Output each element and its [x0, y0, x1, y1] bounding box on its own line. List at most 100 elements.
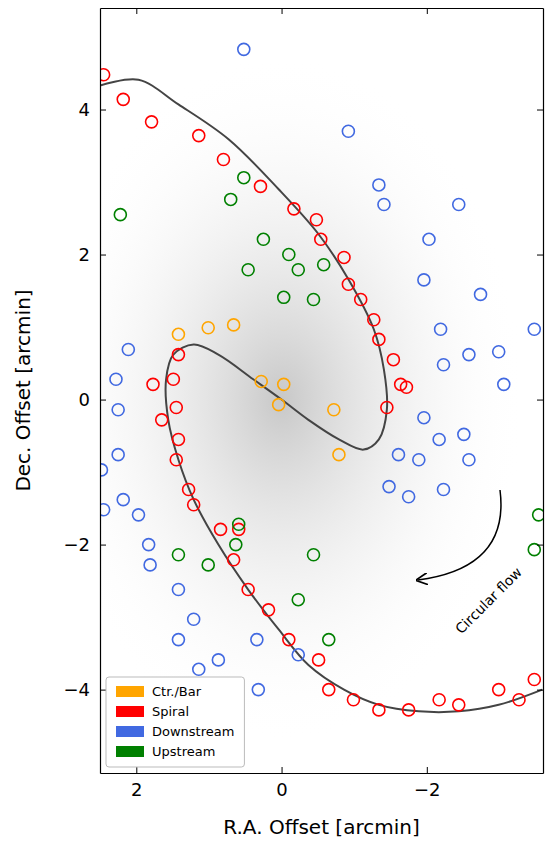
region	[318, 259, 330, 271]
region	[212, 654, 224, 666]
axis-top	[101, 8, 544, 14]
axis-line	[101, 8, 544, 9]
annotation-text: Circular flow	[452, 564, 525, 637]
tick-label: 2	[79, 244, 90, 265]
region	[323, 634, 335, 646]
plot: 20−2−4−2024Circular flowCtr./BarSpiralDo…	[38, 8, 545, 800]
tick-mark	[427, 8, 428, 14]
tick	[537, 690, 543, 691]
y-axis-title: Dec. Offset [arcmin]	[11, 289, 35, 491]
tick-mark	[100, 110, 106, 111]
tick-label: 4	[79, 99, 90, 120]
region	[122, 344, 134, 356]
axis-right	[537, 9, 544, 774]
tick-mark	[100, 400, 106, 401]
region	[233, 518, 245, 530]
region	[144, 559, 156, 571]
region	[147, 378, 159, 390]
tick: −2	[63, 534, 106, 555]
region	[493, 346, 505, 358]
tick: 0	[276, 767, 287, 800]
region	[292, 264, 304, 276]
region	[228, 319, 240, 331]
region	[313, 654, 325, 666]
tick-label: 0	[276, 779, 287, 800]
background-glow	[100, 55, 525, 744]
region	[170, 454, 182, 466]
region	[230, 539, 242, 551]
region	[132, 509, 144, 521]
region	[193, 663, 205, 675]
region	[373, 333, 385, 345]
region	[172, 328, 184, 340]
region	[228, 554, 240, 566]
tick	[136, 8, 137, 14]
region	[433, 694, 445, 706]
region	[418, 412, 430, 424]
legend: Ctr./BarSpiralDownstreamUpstream	[106, 677, 244, 767]
region	[342, 278, 354, 290]
region	[403, 491, 415, 503]
region	[418, 274, 430, 286]
region	[292, 649, 304, 661]
region	[533, 509, 543, 521]
region-series	[114, 172, 543, 646]
region	[323, 684, 335, 696]
spiral-curve	[100, 79, 542, 712]
region	[438, 359, 450, 371]
tick	[537, 255, 543, 256]
axis-line	[100, 9, 101, 774]
tick-mark	[537, 400, 543, 401]
axis-line	[543, 9, 544, 774]
region	[283, 634, 295, 646]
legend-label: Downstream	[152, 724, 234, 739]
region	[453, 699, 465, 711]
region	[172, 584, 184, 596]
region	[378, 199, 390, 211]
region	[100, 69, 110, 81]
region	[100, 504, 110, 516]
region	[493, 684, 505, 696]
region	[110, 373, 122, 385]
region	[117, 494, 129, 506]
region	[278, 291, 290, 303]
legend-box	[106, 677, 244, 767]
region	[255, 375, 267, 387]
legend-label: Spiral	[152, 704, 189, 719]
legend-swatch	[116, 706, 144, 717]
tick-mark	[537, 110, 543, 111]
region	[117, 93, 129, 105]
region	[392, 449, 404, 461]
region	[438, 483, 450, 495]
tick	[537, 110, 543, 111]
region	[188, 613, 200, 625]
chart: 20−2−4−2024Circular flowCtr./BarSpiralDo…	[0, 0, 551, 848]
region	[112, 404, 124, 416]
tick	[537, 545, 543, 546]
tick: 0	[79, 389, 106, 410]
region	[225, 193, 237, 205]
region	[172, 549, 184, 561]
region	[167, 373, 179, 385]
legend-swatch	[116, 746, 144, 757]
region	[238, 43, 250, 55]
tick-mark	[100, 690, 106, 691]
region	[413, 454, 425, 466]
region	[433, 433, 445, 445]
region	[188, 499, 200, 511]
region	[156, 414, 168, 426]
region	[238, 172, 250, 184]
region	[475, 288, 487, 300]
region	[383, 481, 395, 493]
region	[112, 449, 124, 461]
region	[143, 539, 155, 551]
region	[254, 180, 266, 192]
region	[423, 233, 435, 245]
region	[528, 673, 540, 685]
region	[114, 209, 126, 221]
legend-label: Ctr./Bar	[152, 684, 202, 699]
region	[202, 559, 214, 571]
region	[257, 233, 269, 245]
tick-mark	[282, 8, 283, 14]
tick-label: 0	[79, 389, 90, 410]
